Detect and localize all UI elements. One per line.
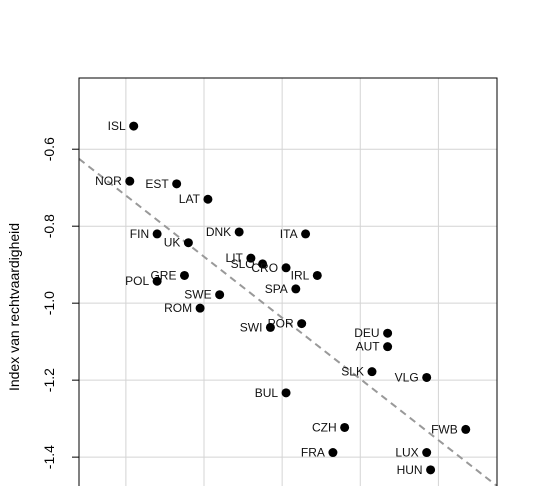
y-axis-label: Index van rechtvaardigheid [6,223,22,391]
point-label: CZH [312,420,337,434]
data-point-bul: BUL [255,386,291,400]
point-label: LUX [395,446,418,460]
point-label: SPA [265,282,288,296]
plot-frame [78,77,498,486]
point-marker [203,194,213,204]
data-point-dnk: DNK [206,225,244,239]
trend-line [78,158,498,486]
point-label: LAT [179,192,201,206]
point-marker [383,328,393,338]
point-label: VLG [395,370,419,384]
point-marker [312,270,322,280]
point-label: HUN [397,463,423,477]
point-marker [367,367,377,377]
point-marker [383,342,393,352]
data-point-lux: LUX [395,446,432,460]
data-point-fin: FIN [130,227,162,241]
point-label: FRA [301,446,325,460]
data-point-fwb: FWB [431,422,471,436]
point-marker [301,229,311,239]
point-label: BUL [255,386,279,400]
point-label: ITA [280,227,298,241]
point-marker [125,176,135,186]
data-point-swe: SWE [184,288,225,302]
point-marker [281,388,291,398]
point-marker [328,448,338,458]
data-point-nor: NOR [95,174,135,188]
point-marker [129,121,139,131]
data-point-fra: FRA [301,446,338,460]
data-point-slo: SLO [231,257,268,271]
point-marker [246,253,256,263]
data-point-swi: SWI [240,320,275,334]
data-point-lat: LAT [179,192,213,206]
point-marker [172,179,182,189]
point-marker [195,303,205,313]
point-marker [152,276,162,286]
point-label: ISL [108,119,126,133]
data-point-irl: IRL [291,268,322,282]
point-marker [258,259,268,269]
point-marker [426,465,436,475]
point-label: SWE [184,288,211,302]
point-label: EST [145,177,169,191]
point-label: FIN [130,227,149,241]
data-point-uk: UK [164,236,193,250]
y-tick-label: -1.2 [41,368,57,392]
point-marker [340,422,350,432]
data-point-deu: DEU [354,326,393,340]
point-marker [281,263,291,273]
data-point-ita: ITA [280,227,311,241]
point-marker [179,270,189,280]
point-label: AUT [356,340,381,354]
data-point-cro: CRO [251,261,291,275]
y-tick-label: -1.0 [41,291,57,315]
point-label: CRO [251,261,278,275]
point-label: SLO [231,257,255,271]
point-label: POL [125,274,149,288]
y-tick-label: -0.6 [41,137,57,161]
point-marker [215,290,225,300]
y-tick-label: -1.4 [41,445,57,469]
data-point-hun: HUN [397,463,436,477]
data-point-czh: CZH [312,420,350,434]
data-point-isl: ISL [108,119,139,133]
point-label: DEU [354,326,379,340]
grid-lines [79,78,497,486]
point-marker [461,424,471,434]
trend-line-group [78,158,498,486]
point-label: SWI [240,320,263,334]
data-point-rom: ROM [164,301,205,315]
point-label: DNK [206,225,231,239]
point-marker [265,322,275,332]
data-point-aut: AUT [356,340,393,354]
point-marker [291,284,301,294]
data-point-est: EST [145,177,182,191]
point-marker [297,319,307,329]
point-label: ROM [164,301,192,315]
point-label: NOR [95,174,122,188]
y-axis: -1.4 -1.2 -1.0 -0.8 -0.6 [41,137,79,469]
y-tick-label: -0.8 [41,214,57,238]
point-label: SLK [341,365,364,379]
point-marker [152,229,162,239]
point-marker [422,372,432,382]
data-point-vlg: VLG [395,370,432,384]
point-marker [422,448,432,458]
point-label: FWB [431,422,458,436]
point-marker [234,227,244,237]
point-marker [183,238,193,248]
data-point-slk: SLK [341,365,377,379]
point-label: UK [164,236,181,250]
point-label: IRL [291,268,310,282]
data-point-spa: SPA [265,282,301,296]
point-label: LIT [226,251,244,265]
data-point-pol: POL [125,274,162,288]
data-point-lit: LIT [226,251,256,265]
